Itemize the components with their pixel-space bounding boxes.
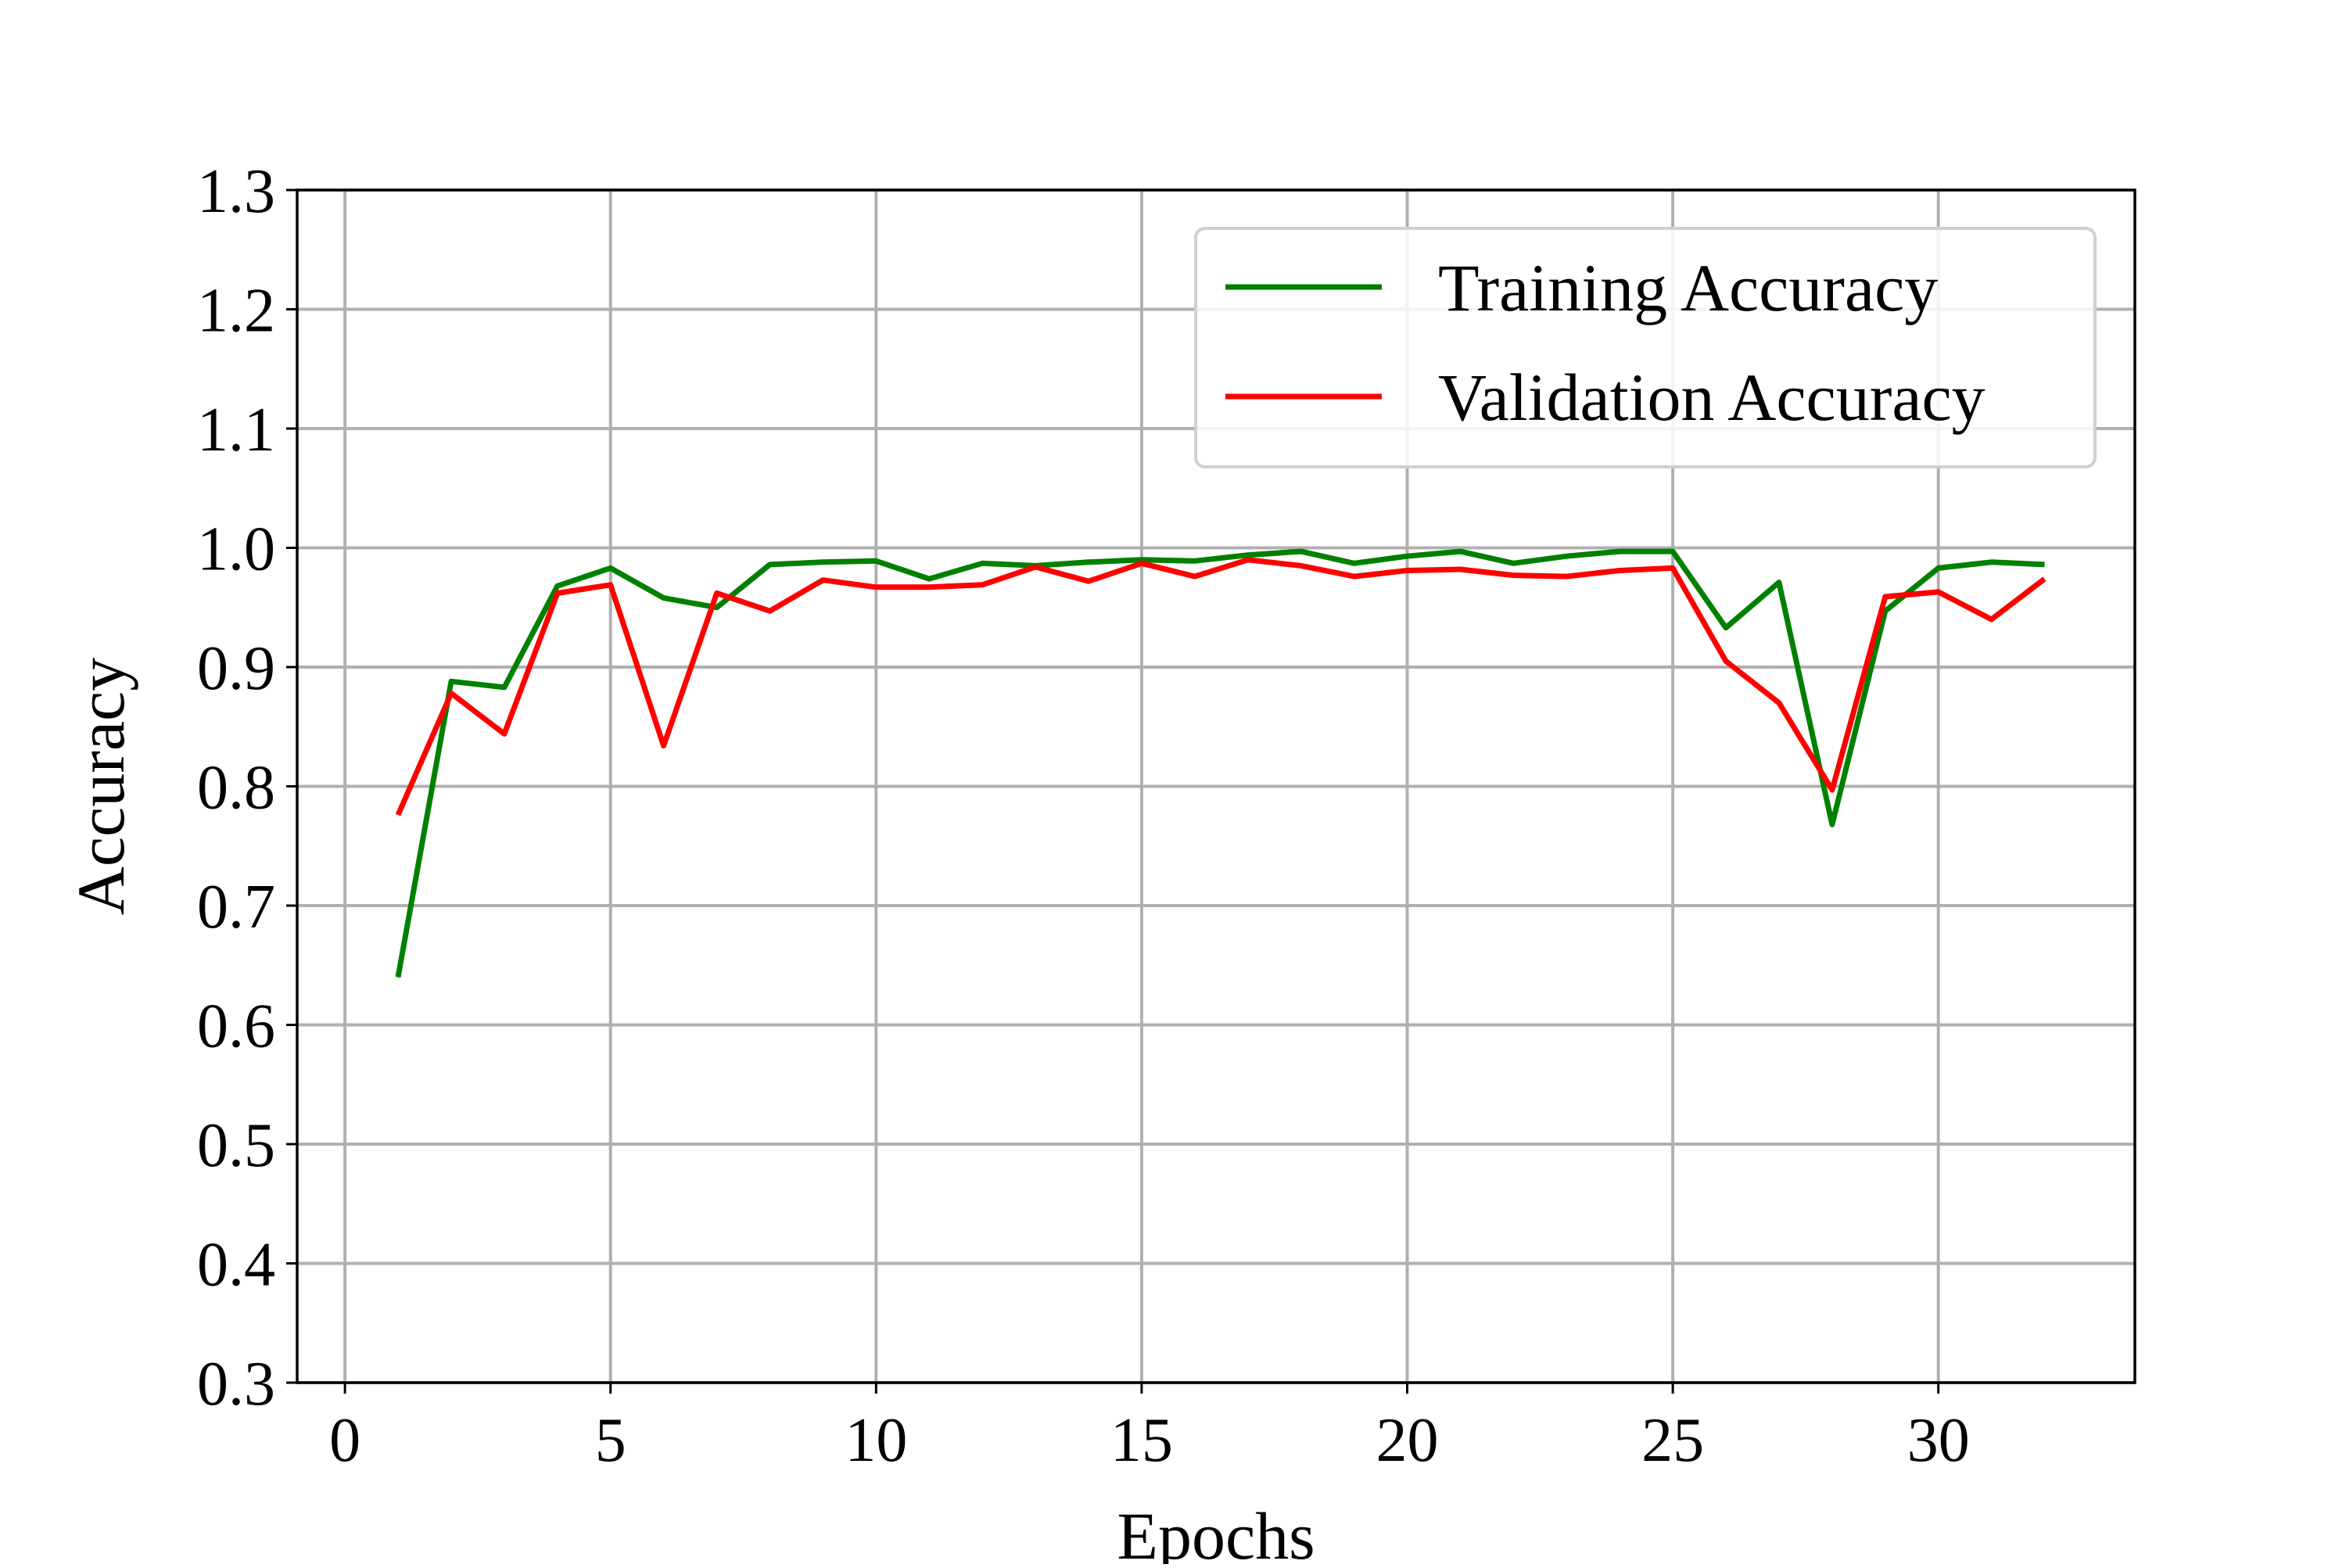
- x-tick-label: 15: [1110, 1406, 1173, 1475]
- x-tick-label: 10: [845, 1406, 907, 1475]
- y-tick-label: 0.7: [197, 873, 275, 942]
- y-tick-label: 0.6: [197, 992, 275, 1061]
- y-tick-label: 1.3: [197, 157, 275, 226]
- legend-label: Training Accuracy: [1438, 250, 1938, 325]
- y-tick-label: 0.4: [197, 1231, 275, 1300]
- y-axis-label: Accuracy: [63, 658, 138, 915]
- y-tick-label: 1.0: [197, 515, 275, 584]
- legend: Training Accuracy Validation Accuracy: [1194, 227, 2097, 468]
- axis-ticks: 0 5 10 15 20 25 30 0.3 0.4 0.5 0.6 0.7 0.8 0.9 1.0 1.1 1…: [197, 157, 1970, 1475]
- x-tick-label: 30: [1907, 1406, 1970, 1475]
- y-tick-label: 0.3: [197, 1350, 275, 1419]
- x-axis-label: Epochs: [1117, 1498, 1315, 1564]
- x-tick-label: 20: [1376, 1406, 1439, 1475]
- y-tick-label: 1.2: [197, 277, 275, 346]
- y-tick-label: 0.5: [197, 1111, 275, 1180]
- x-tick-label: 0: [329, 1406, 361, 1475]
- x-tick-label: 25: [1641, 1406, 1704, 1475]
- legend-label: Validation Accuracy: [1438, 360, 1985, 435]
- x-tick-label: 5: [595, 1406, 626, 1475]
- y-tick-label: 0.8: [197, 754, 275, 823]
- series-lines: [395, 548, 2046, 978]
- y-tick-label: 0.9: [197, 634, 275, 703]
- series-line-training-accuracy: [395, 548, 2045, 978]
- y-tick-label: 1.1: [197, 396, 275, 465]
- legend-box: [1194, 227, 2097, 468]
- series-line-validation-accuracy: [395, 557, 2046, 816]
